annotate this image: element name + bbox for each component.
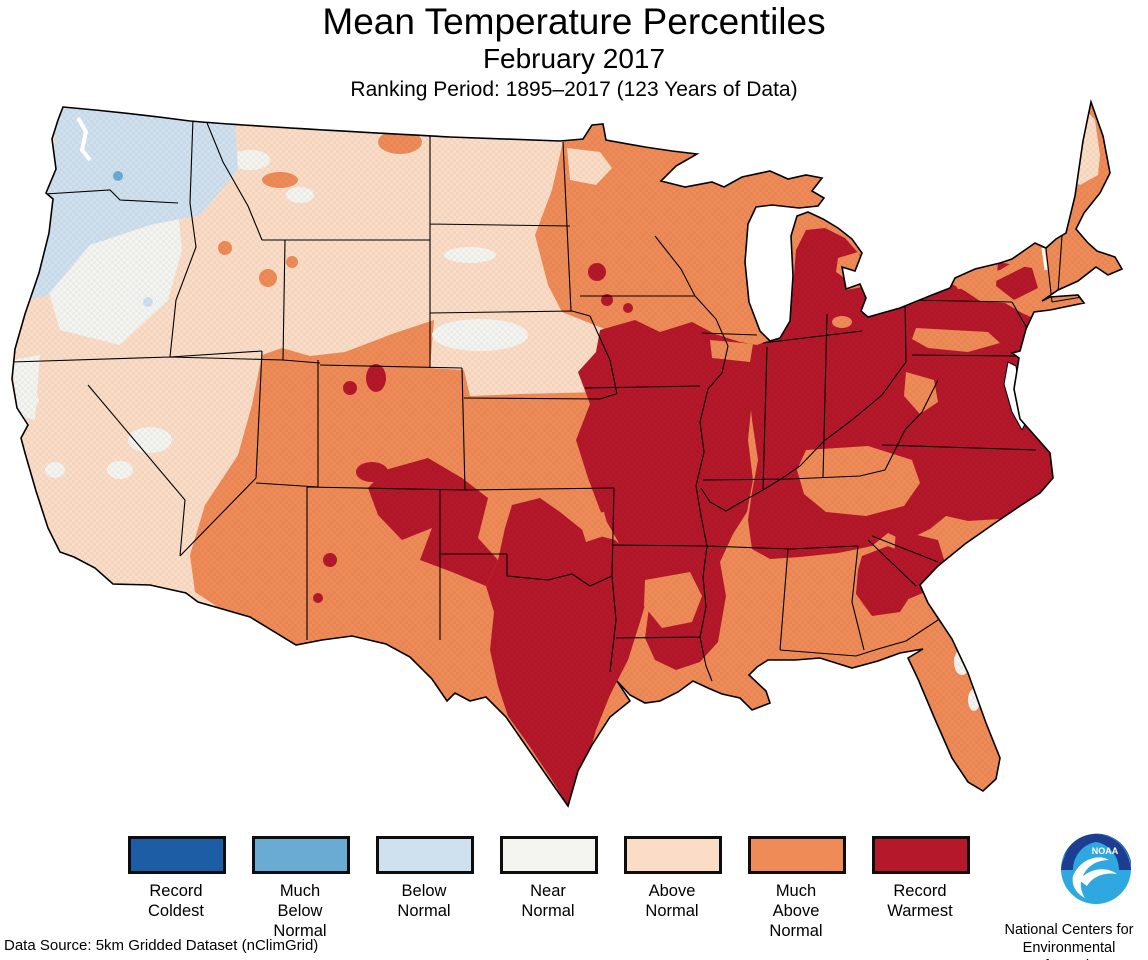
map-legend: Record Coldest Much Below Normal Below N…	[128, 836, 970, 941]
map-region-much-below-spot	[113, 171, 123, 181]
us-percentile-map	[0, 90, 1148, 825]
legend-label: Much Above Normal	[769, 882, 823, 941]
legend-label: Below Normal	[397, 882, 451, 921]
legend-label: Above Normal	[645, 882, 699, 921]
page-subtitle: February 2017	[482, 42, 666, 74]
noaa-logo: NOAA	[1046, 832, 1146, 911]
legend-item: Record Warmest	[872, 836, 970, 941]
ranking-period: Ranking Period: 1895–2017 (123 Years of …	[350, 77, 798, 101]
legend-label: Much Below Normal	[273, 882, 327, 941]
page-title: Mean Temperature Percentiles	[322, 1, 826, 42]
noaa-attribution: National Centers for Environmental Infor…	[1004, 922, 1134, 960]
map-region-much-above-pockets	[578, 252, 1042, 628]
legend-item: Below Normal	[376, 836, 474, 941]
legend-swatch-below	[376, 836, 474, 874]
legend-item: Near Normal	[500, 836, 598, 941]
data-source-note: Data Source: 5km Gridded Dataset (nClimG…	[4, 937, 319, 954]
legend-label: Record Coldest	[148, 882, 204, 921]
svg-text:NOAA: NOAA	[1092, 846, 1119, 856]
legend-item: Above Normal	[624, 836, 722, 941]
map-region-near-normal	[12, 150, 980, 711]
legend-item: Record Coldest	[128, 836, 226, 941]
legend-label: Record Warmest	[887, 882, 953, 921]
legend-swatch-much-below	[252, 836, 350, 874]
legend-swatch-much-above	[748, 836, 846, 874]
map-texture	[0, 90, 1148, 825]
map-region-below-normal	[28, 103, 238, 307]
legend-label: Near Normal	[521, 882, 575, 921]
puget-sound	[76, 117, 92, 162]
lake-champlain	[1041, 247, 1048, 271]
legend-swatch-record-coldest	[128, 836, 226, 874]
legend-item: Much Below Normal	[252, 836, 350, 941]
us-outline	[11, 99, 1124, 808]
legend-item: Much Above Normal	[748, 836, 846, 941]
legend-swatch-above	[624, 836, 722, 874]
map-container	[0, 90, 1148, 825]
legend-swatch-record-warmest	[872, 836, 970, 874]
state-borders	[12, 117, 1101, 682]
title-block: Mean Temperature Percentiles February 20…	[0, 0, 1148, 102]
noaa-logo-graphic: NOAA	[1061, 833, 1131, 904]
legend-swatch-near	[500, 836, 598, 874]
